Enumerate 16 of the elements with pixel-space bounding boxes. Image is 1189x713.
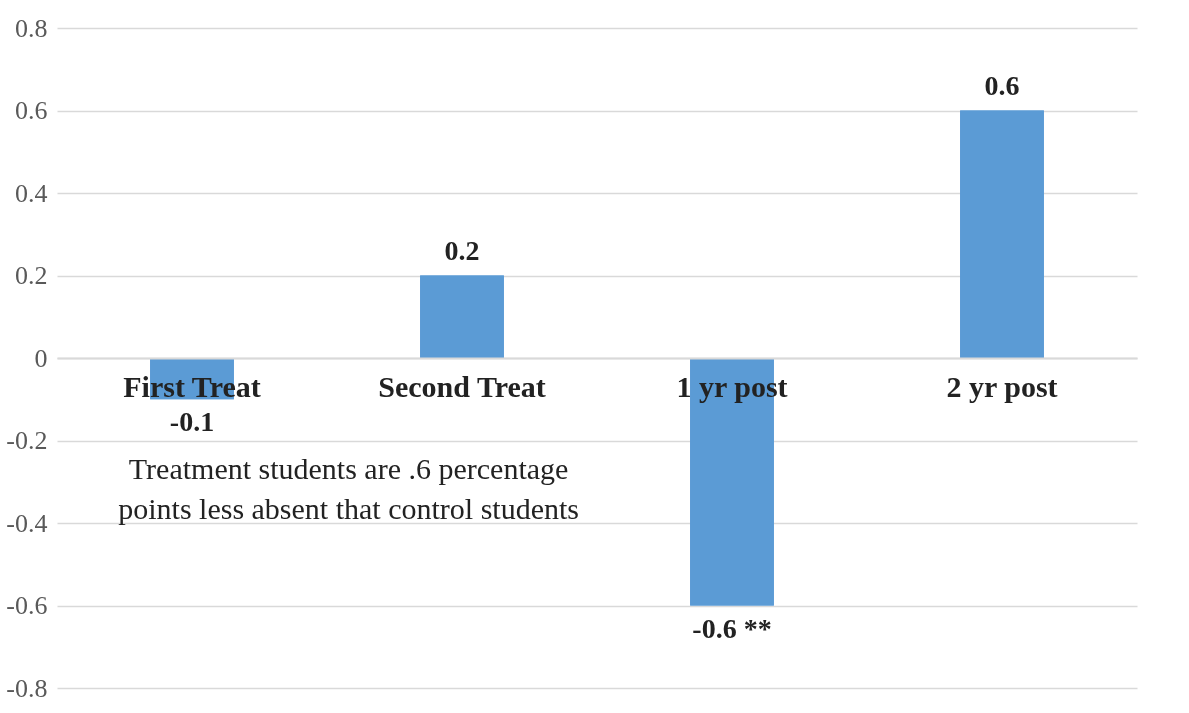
data-label: -0.1 bbox=[169, 406, 215, 438]
y-tick-label: 0 bbox=[34, 343, 48, 373]
data-label: 0.6 bbox=[984, 69, 1020, 101]
data-label: 0.2 bbox=[444, 234, 480, 266]
annotation: Treatment students are .6 percentage points less absent that control students bbox=[118, 452, 579, 525]
y-tick-label: -0.2 bbox=[6, 426, 48, 455]
x-tick-label: Second Treat bbox=[378, 369, 546, 403]
x-tick-label: 2 yr post bbox=[946, 369, 1058, 403]
y-tick-label: 0.8 bbox=[15, 13, 48, 43]
y-tick-label: -0.4 bbox=[6, 508, 48, 538]
y-tick-label: 0.2 bbox=[15, 261, 48, 290]
y-tick-label: -0.8 bbox=[6, 673, 48, 703]
y-tick-label: 0.4 bbox=[15, 178, 48, 208]
y-tick-label: 0.6 bbox=[15, 96, 48, 125]
y-tick-label: -0.6 bbox=[6, 591, 48, 620]
data-label: -0.6 ** bbox=[692, 612, 772, 644]
